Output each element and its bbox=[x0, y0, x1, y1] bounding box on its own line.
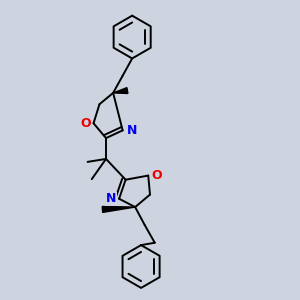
Text: O: O bbox=[152, 169, 162, 182]
Polygon shape bbox=[102, 206, 135, 212]
Text: N: N bbox=[106, 192, 116, 205]
Polygon shape bbox=[113, 88, 128, 94]
Text: O: O bbox=[80, 117, 91, 130]
Text: N: N bbox=[126, 124, 137, 137]
